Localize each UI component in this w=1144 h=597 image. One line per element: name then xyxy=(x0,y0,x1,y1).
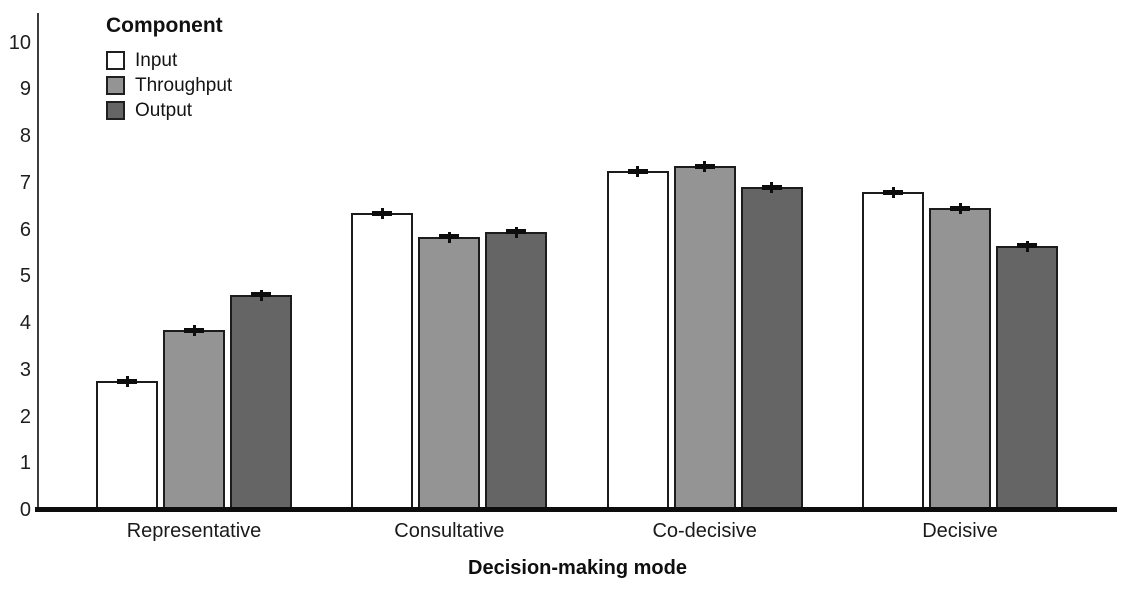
x-axis-line xyxy=(35,507,1117,512)
y-tick-label-8: 8 xyxy=(19,125,31,147)
bar-output-decisive xyxy=(996,245,1058,510)
error-bar-cap xyxy=(761,184,782,190)
y-tick-label-7: 7 xyxy=(19,171,31,194)
y-tick-label-1: 1 xyxy=(19,452,31,475)
bar-throughput-representative xyxy=(163,330,225,510)
error-bar-cap xyxy=(184,327,204,333)
error-bar-cap xyxy=(506,229,527,235)
y-tick-label-10: 10 xyxy=(8,31,31,54)
legend-item-label: Throughput xyxy=(135,75,233,96)
error-bar-cap xyxy=(883,189,903,195)
y-tick-label-5: 5 xyxy=(19,265,31,288)
bar-input-co-decisive xyxy=(606,171,669,510)
bar-input-representative xyxy=(96,381,158,510)
legend-item-output: Output xyxy=(106,101,232,120)
legend-item-label: Input xyxy=(135,50,178,71)
bar-throughput-co-decisive xyxy=(673,166,736,510)
error-bar-cap xyxy=(627,168,648,174)
bar-throughput-consultative xyxy=(418,236,481,510)
category-label-co-decisive: Co-decisive xyxy=(652,520,757,542)
bar-input-consultative xyxy=(351,213,414,510)
bar-output-consultative xyxy=(485,231,548,510)
error-bar-cap xyxy=(439,234,460,239)
category-label-decisive: Decisive xyxy=(922,520,998,542)
legend-items: Input Throughput Output xyxy=(106,51,232,120)
legend-title: Component xyxy=(106,14,223,37)
bar-output-representative xyxy=(230,294,292,510)
x-axis-title: Decision-making mode xyxy=(468,557,687,579)
y-tick-label-2: 2 xyxy=(19,405,31,428)
error-bar-cap xyxy=(117,378,137,384)
category-label-consultative: Consultative xyxy=(394,520,505,542)
y-tick-label-4: 4 xyxy=(19,312,31,334)
error-bar-cap xyxy=(251,292,271,298)
y-tick-label-6: 6 xyxy=(19,218,31,241)
y-axis-line xyxy=(37,13,39,510)
legend-item-throughput: Throughput xyxy=(106,76,232,95)
bar-output-co-decisive xyxy=(740,187,803,510)
error-bar-cap xyxy=(372,210,393,216)
error-bar-cap xyxy=(1017,243,1037,249)
legend-item-label: Output xyxy=(135,100,193,121)
error-bar-cap xyxy=(694,163,715,169)
input-swatch-icon xyxy=(106,51,125,70)
y-tick-label-9: 9 xyxy=(19,78,31,101)
y-tick-label-3: 3 xyxy=(19,358,31,381)
bar-throughput-decisive xyxy=(929,208,991,510)
throughput-swatch-icon xyxy=(106,76,125,95)
output-swatch-icon xyxy=(106,101,125,120)
bar-input-decisive xyxy=(862,192,924,510)
legend-item-input: Input xyxy=(106,51,232,70)
error-bar-cap xyxy=(950,205,970,211)
legend: Component Input Throughput Output xyxy=(106,14,232,126)
y-tick-label-0: 0 xyxy=(19,499,31,521)
category-label-representative: Representative xyxy=(126,520,262,542)
